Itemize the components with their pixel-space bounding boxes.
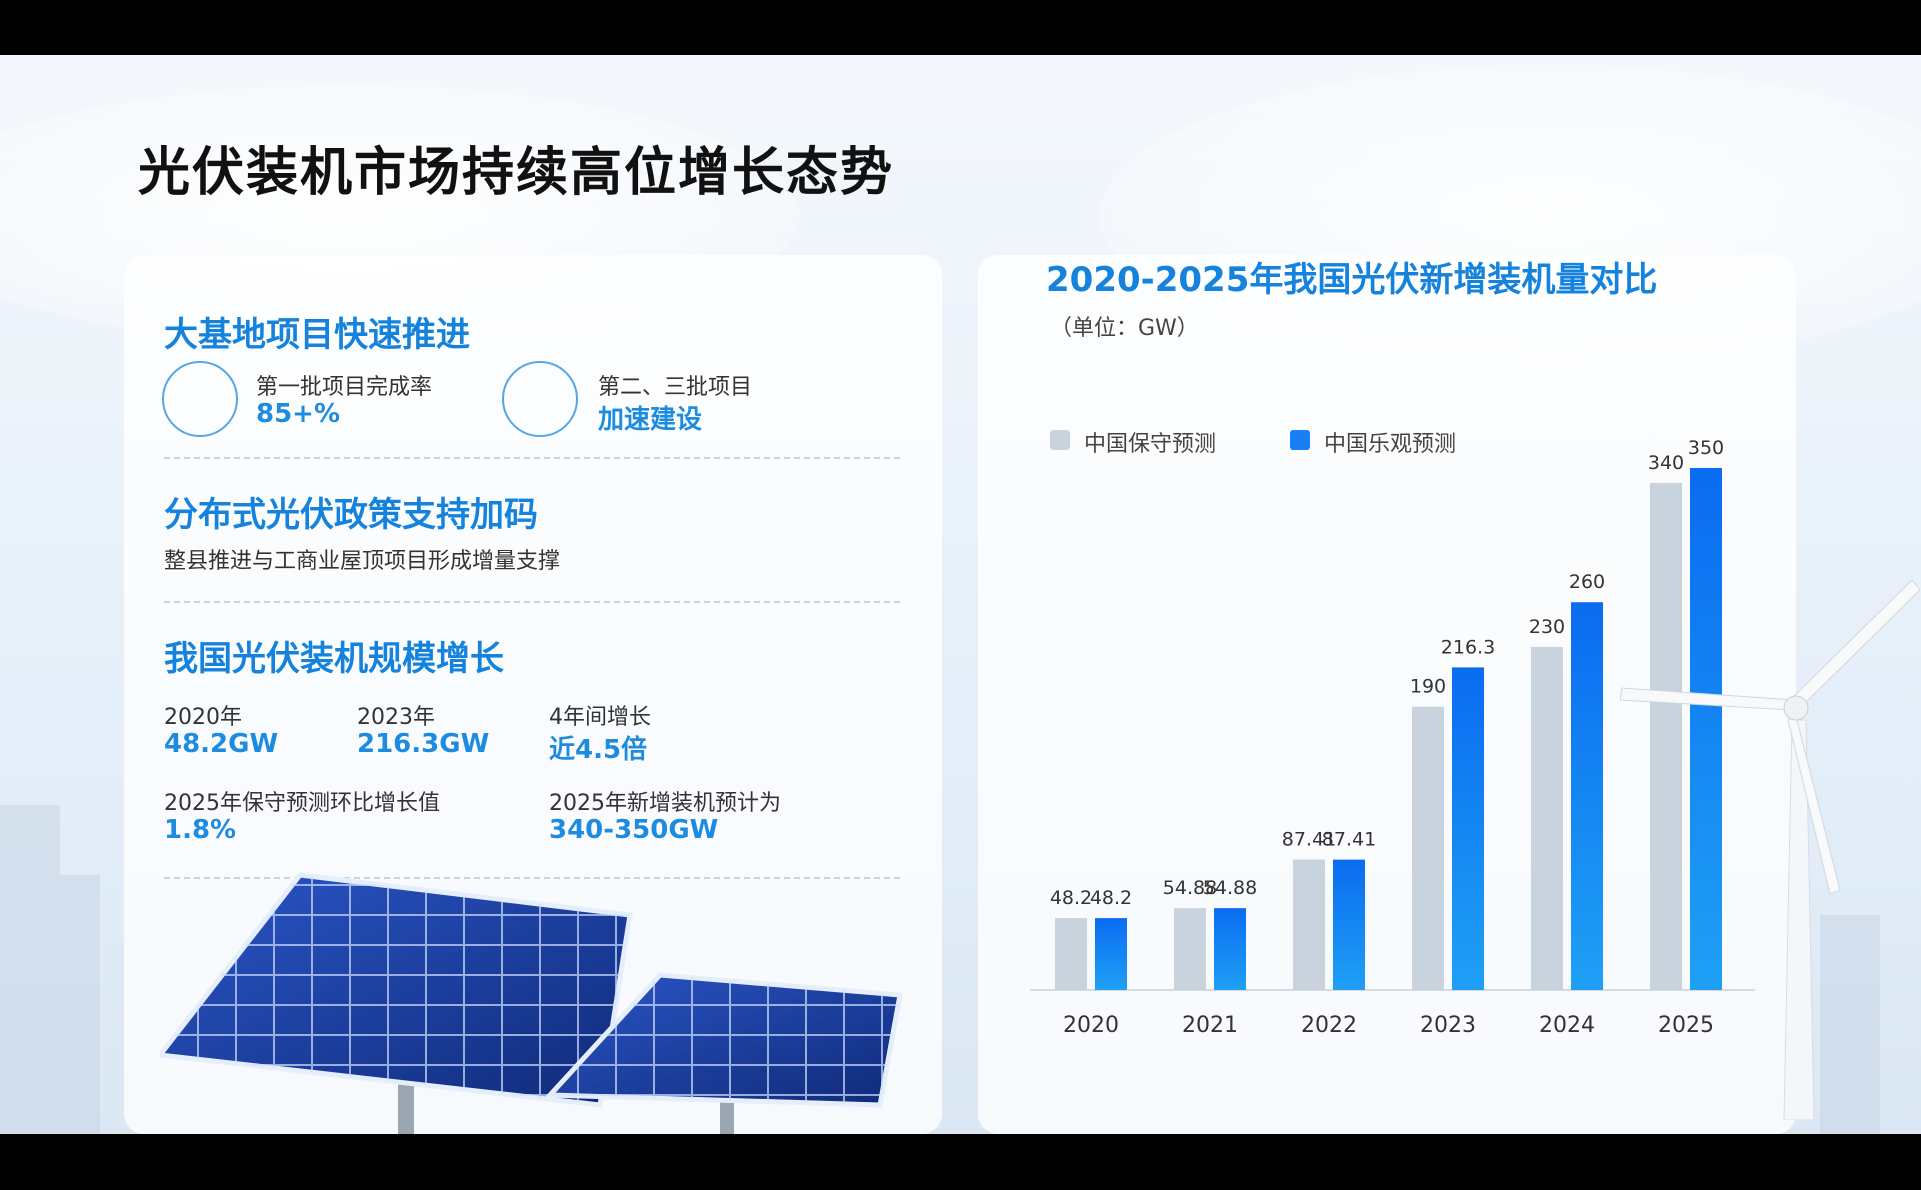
city-building: [1820, 915, 1880, 1134]
stat-value: 加速建设: [598, 405, 703, 435]
ring-icon: [162, 361, 238, 437]
data-label: 190: [1410, 676, 1446, 698]
stat-label: 第一批项目完成率: [256, 375, 433, 400]
chart-title: 2020-2025年我国光伏新增装机量对比: [1046, 260, 1658, 300]
x-tick-label: 2020: [1063, 1013, 1119, 1038]
bar-conservative-2023: [1412, 706, 1444, 990]
stat-label: 4年间增长: [549, 705, 651, 730]
stat-label: 2025年新增装机预计为: [549, 791, 781, 816]
bar-optimistic-2022: [1333, 859, 1365, 990]
section-title-distributed: 分布式光伏政策支持加码: [164, 495, 538, 535]
stat-value: 340-350GW: [549, 815, 719, 845]
legend-label-conservative: 中国保守预测: [1084, 432, 1217, 457]
x-tick-label: 2025: [1658, 1013, 1714, 1038]
bar-conservative-2020: [1055, 918, 1087, 990]
stat-value: 近4.5倍: [549, 735, 648, 765]
bar-optimistic-2020: [1095, 918, 1127, 990]
stat-label: 2025年保守预测环比增长值: [164, 791, 440, 816]
divider: [164, 877, 900, 879]
wind-turbine-illustration: [1620, 579, 1920, 1120]
solar-panel-illustration: [160, 872, 903, 1134]
city-building: [0, 805, 60, 1134]
data-label: 54.88: [1203, 877, 1257, 899]
legend-swatch-optimistic: [1290, 430, 1310, 450]
section-title-base-projects: 大基地项目快速推进: [164, 315, 470, 355]
stat-value: 48.2GW: [164, 729, 279, 759]
bar-conservative-2025: [1650, 482, 1682, 990]
stat-label: 2023年: [357, 705, 435, 730]
stat-label: 2020年: [164, 705, 242, 730]
stat-value: 1.8%: [164, 815, 237, 845]
data-label: 48.2: [1090, 887, 1132, 909]
stat-label: 第二、三批项目: [598, 375, 753, 400]
data-label: 340: [1648, 452, 1684, 474]
data-label: 230: [1529, 616, 1565, 638]
data-label: 216.3: [1441, 636, 1495, 658]
x-tick-label: 2022: [1301, 1013, 1357, 1038]
bar-conservative-2024: [1531, 646, 1563, 990]
legend-swatch-conservative: [1050, 430, 1070, 450]
data-label: 54.88: [1163, 877, 1217, 899]
data-label: 350: [1688, 437, 1724, 459]
data-label: 48.2: [1050, 887, 1092, 909]
stat-value: 216.3GW: [357, 729, 490, 759]
data-label: 260: [1569, 571, 1605, 593]
chart-unit: （单位：GW）: [1050, 316, 1199, 341]
x-tick-label: 2024: [1539, 1013, 1595, 1038]
bar-conservative-2021: [1174, 908, 1206, 990]
stat-value: 85+%: [256, 399, 341, 429]
data-label: 87.41: [1282, 829, 1336, 851]
legend-label-optimistic: 中国乐观预测: [1324, 432, 1457, 457]
bar-optimistic-2024: [1571, 602, 1603, 990]
divider: [164, 601, 900, 603]
bar-optimistic-2021: [1214, 908, 1246, 990]
data-label: 87.41: [1322, 829, 1376, 851]
bar-conservative-2022: [1293, 859, 1325, 990]
section-title-growth: 我国光伏装机规模增长: [164, 639, 504, 679]
page-title: 光伏装机市场持续高位增长态势: [138, 143, 895, 203]
ring-icon: [502, 361, 578, 437]
x-tick-label: 2021: [1182, 1013, 1238, 1038]
x-tick-label: 2023: [1420, 1013, 1476, 1038]
city-building: [60, 875, 100, 1134]
bar-optimistic-2023: [1452, 667, 1484, 990]
bar-optimistic-2025: [1690, 468, 1722, 990]
divider: [164, 457, 900, 459]
section-description: 整县推进与工商业屋顶项目形成增量支撑: [164, 549, 561, 574]
